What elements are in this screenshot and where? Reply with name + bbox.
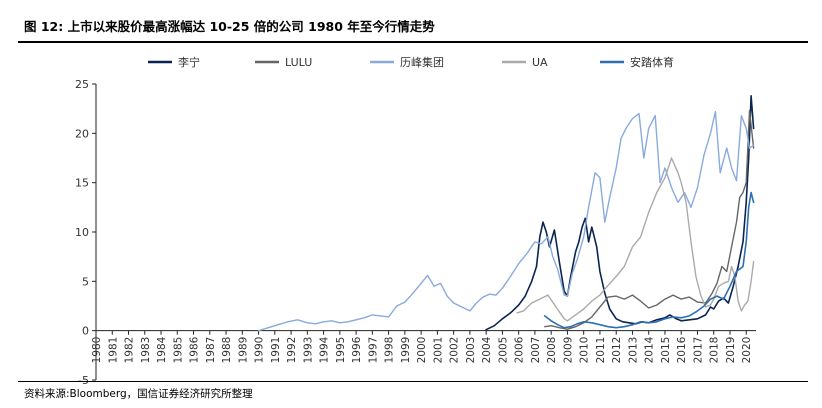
x-axis: 1980 1981 1982 1983 1984 1985 1986 1987 1988 1989… [91, 330, 756, 364]
y-tick-label: 10 [75, 226, 89, 239]
x-tick-label: 1985 [172, 337, 184, 364]
x-tick-label: 1987 [205, 337, 217, 364]
legend-label: 安踏体育 [630, 55, 674, 69]
y-tick-label: 15 [75, 177, 89, 190]
series-line-4 [543, 191, 755, 329]
x-tick-label: 2013 [627, 337, 639, 364]
x-tick-label: 2016 [676, 336, 688, 363]
x-tick-label: 1984 [156, 336, 168, 363]
legend-label: 李宁 [178, 55, 200, 69]
y-tick-label: 0 [82, 325, 89, 338]
x-tick-label: 2003 [465, 337, 477, 364]
legend-label: UA [532, 56, 548, 69]
legend-label: 历峰集团 [400, 55, 444, 69]
y-tick-label: 20 [75, 127, 89, 140]
x-tick-label: 2014 [644, 336, 656, 363]
series-line-2 [257, 110, 755, 332]
x-tick-label: 2000 [416, 337, 428, 364]
title-rule [18, 41, 808, 43]
figure-title: 图 12: 上市以来股价最高涨幅达 10-25 倍的公司 1980 年至今行情走… [24, 19, 435, 34]
x-tick-label: 2005 [497, 337, 509, 364]
x-tick-label: 1983 [140, 337, 152, 364]
y-tick-label: 25 [75, 78, 89, 91]
x-tick-label: 1980 [91, 337, 103, 364]
x-tick-label: 1988 [221, 337, 233, 364]
x-tick-label: 2004 [481, 336, 493, 363]
legend-label: LULU [285, 56, 312, 69]
source-rule [18, 381, 808, 382]
x-tick-label: 1986 [189, 336, 201, 363]
x-tick-label: 1999 [400, 337, 412, 364]
x-tick-label: 1995 [335, 337, 347, 364]
x-tick-label: 1997 [367, 337, 379, 364]
x-tick-label: 1981 [107, 337, 119, 364]
x-tick-label: 2002 [449, 337, 461, 364]
x-tick-label: 2001 [432, 337, 444, 364]
series-line-3 [516, 157, 755, 322]
x-tick-label: 1989 [237, 337, 249, 364]
source-note: 资料来源:Bloomberg，国信证券经济研究所整理 [24, 388, 253, 400]
x-tick-label: 1998 [384, 337, 396, 364]
x-tick-label: 2012 [611, 337, 623, 364]
x-tick-label: 1982 [124, 337, 136, 364]
x-tick-label: 2015 [660, 337, 672, 364]
x-tick-label: 2009 [562, 337, 574, 364]
x-tick-label: 1991 [270, 337, 282, 364]
x-tick-label: 2010 [579, 337, 591, 364]
x-tick-label: 2008 [546, 337, 558, 364]
series-line-0 [485, 95, 755, 331]
y-tick-label: 5 [82, 275, 89, 288]
x-tick-label: 2007 [530, 337, 542, 364]
series-line-1 [544, 109, 755, 330]
x-tick-label: 1996 [351, 336, 363, 363]
x-tick-label: 2017 [692, 337, 704, 364]
y-tick-label: -5 [78, 374, 89, 387]
x-tick-label: 2006 [514, 336, 526, 363]
y-axis: -5 0 5 10 15 20 25 [75, 78, 97, 387]
x-tick-label: 1992 [286, 337, 298, 364]
x-tick-label: 2019 [725, 337, 737, 364]
x-tick-label: 1994 [319, 336, 331, 363]
chart-legend: 李宁 LULU 历峰集团 UA 安踏体育 [148, 55, 674, 69]
x-tick-label: 2018 [709, 337, 721, 364]
series-lines [257, 95, 755, 332]
x-tick-label: 2020 [741, 337, 753, 364]
x-tick-label: 1993 [302, 337, 314, 364]
x-tick-label: 1990 [254, 337, 266, 364]
x-tick-label: 2011 [595, 337, 607, 364]
